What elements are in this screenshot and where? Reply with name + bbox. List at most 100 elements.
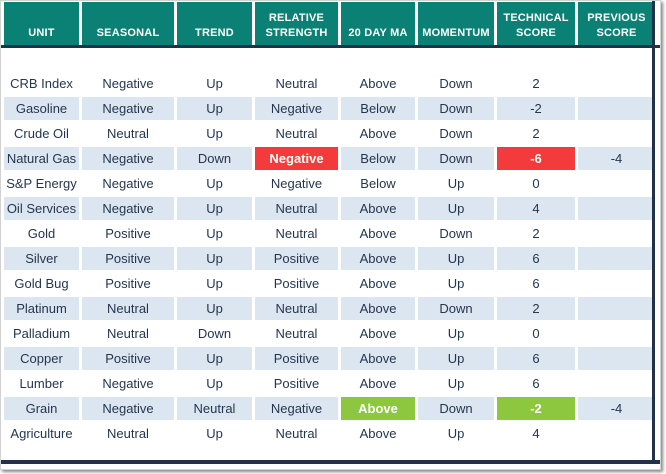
cell-trend: Up [177,72,252,95]
cell-20-day-ma: Above [341,422,415,445]
header-cell-previous-score: PREVIOUS SCORE [578,2,655,45]
cell-unit: Crude Oil [4,122,79,145]
cell-trend: Up [177,97,252,120]
cell-previous-score [578,322,655,345]
cell-unit: S&P Energy [4,172,79,195]
cell-technical-score: 0 [497,172,575,195]
cell-momentum: Down [418,397,494,420]
cell-relative-strength: Neutral [255,197,338,220]
header-cell-momentum: MOMENTUM [418,2,494,45]
header-label-unit: UNIT [28,26,55,39]
table-row-crb-index: CRB Index Negative Up Neutral Above Down 2 [4,72,655,95]
cell-previous-score [578,347,655,370]
table-row-oil-services: Oil Services Negative Up Neutral Above Up 4 [4,197,655,220]
cell-momentum: Up [418,272,494,295]
cell-seasonal: Negative [82,147,174,170]
cell-relative-strength: Negative [255,397,338,420]
cell-trend: Up [177,372,252,395]
cell-technical-score: -2 [497,397,575,420]
cell-relative-strength: Positive [255,372,338,395]
cell-relative-strength: Neutral [255,322,338,345]
cell-trend: Up [177,197,252,220]
cell-20-day-ma: Above [341,272,415,295]
cell-previous-score: -4 [578,147,655,170]
cell-unit: Natural Gas [4,147,79,170]
cell-momentum: Up [418,322,494,345]
table-row-gasoline: Gasoline Negative Up Negative Below Down -2 [4,97,655,120]
header-cell-technical-score: TECHNICAL SCORE [497,2,575,45]
table-bottom-border [1,460,660,464]
cell-relative-strength: Negative [255,172,338,195]
table-row-gold: Gold Positive Up Neutral Above Down 2 [4,222,655,245]
table-row-crude-oil: Crude Oil Neutral Up Neutral Above Down 2 [4,122,655,145]
cell-seasonal: Negative [82,372,174,395]
cell-unit: Palladium [4,322,79,345]
cell-unit: Lumber [4,372,79,395]
table-row-lumber: Lumber Negative Up Positive Above Up 6 [4,372,655,395]
cell-relative-strength: Positive [255,272,338,295]
table-row-copper: Copper Positive Up Positive Above Up 6 [4,347,655,370]
cell-seasonal: Negative [82,397,174,420]
header-label-seasonal: SEASONAL [96,26,160,39]
spacer-row [4,48,655,72]
cell-momentum: Down [418,222,494,245]
cell-20-day-ma: Above [341,247,415,270]
cell-unit: Gold [4,222,79,245]
header-cell-seasonal: SEASONAL [82,2,174,45]
cell-trend: Down [177,147,252,170]
cell-seasonal: Neutral [82,297,174,320]
cell-technical-score: 6 [497,372,575,395]
cell-unit: Silver [4,247,79,270]
cell-relative-strength: Positive [255,247,338,270]
cell-seasonal: Neutral [82,422,174,445]
cell-technical-score: 2 [497,297,575,320]
header-divider [1,45,660,48]
table-right-border [652,1,655,462]
cell-momentum: Down [418,297,494,320]
cell-momentum: Down [418,97,494,120]
cell-technical-score: 0 [497,322,575,345]
cell-unit: Grain [4,397,79,420]
cell-20-day-ma: Above [341,122,415,145]
cell-momentum: Down [418,147,494,170]
cell-previous-score: -4 [578,397,655,420]
table-row-silver: Silver Positive Up Positive Above Up 6 [4,247,655,270]
header-label-technical-score: TECHNICAL SCORE [503,12,569,39]
cell-trend: Up [177,297,252,320]
header-cell-20-day-ma: 20 DAY MA [341,2,415,45]
cell-relative-strength: Neutral [255,222,338,245]
cell-seasonal: Negative [82,72,174,95]
table-row-grain: Grain Negative Neutral Negative Above Down -2-… [4,397,655,420]
header-label-20-day-ma: 20 DAY MA [348,26,408,39]
cell-momentum: Up [418,347,494,370]
cell-previous-score [578,422,655,445]
header-label-previous-score: PREVIOUS SCORE [587,12,646,39]
cell-unit: Oil Services [4,197,79,220]
table-row-gold-bug: Gold Bug Positive Up Positive Above Up 6 [4,272,655,295]
cell-technical-score: 2 [497,122,575,145]
header-label-trend: TREND [195,26,234,39]
cell-20-day-ma: Above [341,347,415,370]
cell-trend: Up [177,172,252,195]
cell-unit: Copper [4,347,79,370]
cell-relative-strength: Neutral [255,122,338,145]
cell-previous-score [578,172,655,195]
cell-previous-score [578,297,655,320]
header-label-momentum: MOMENTUM [422,26,490,39]
cell-technical-score: 4 [497,422,575,445]
cell-previous-score [578,122,655,145]
cell-previous-score [578,272,655,295]
cell-relative-strength: Neutral [255,297,338,320]
cell-technical-score: -2 [497,97,575,120]
table-row-s-p-energy: S&P Energy Negative Up Negative Below Up 0 [4,172,655,195]
cell-seasonal: Neutral [82,322,174,345]
cell-20-day-ma: Below [341,97,415,120]
cell-technical-score: 6 [497,272,575,295]
cell-relative-strength: Neutral [255,72,338,95]
cell-previous-score [578,97,655,120]
cell-seasonal: Positive [82,347,174,370]
cell-momentum: Up [418,422,494,445]
table-row-agriculture: Agriculture Neutral Up Neutral Above Up 4 [4,422,655,445]
cell-technical-score: 2 [497,72,575,95]
